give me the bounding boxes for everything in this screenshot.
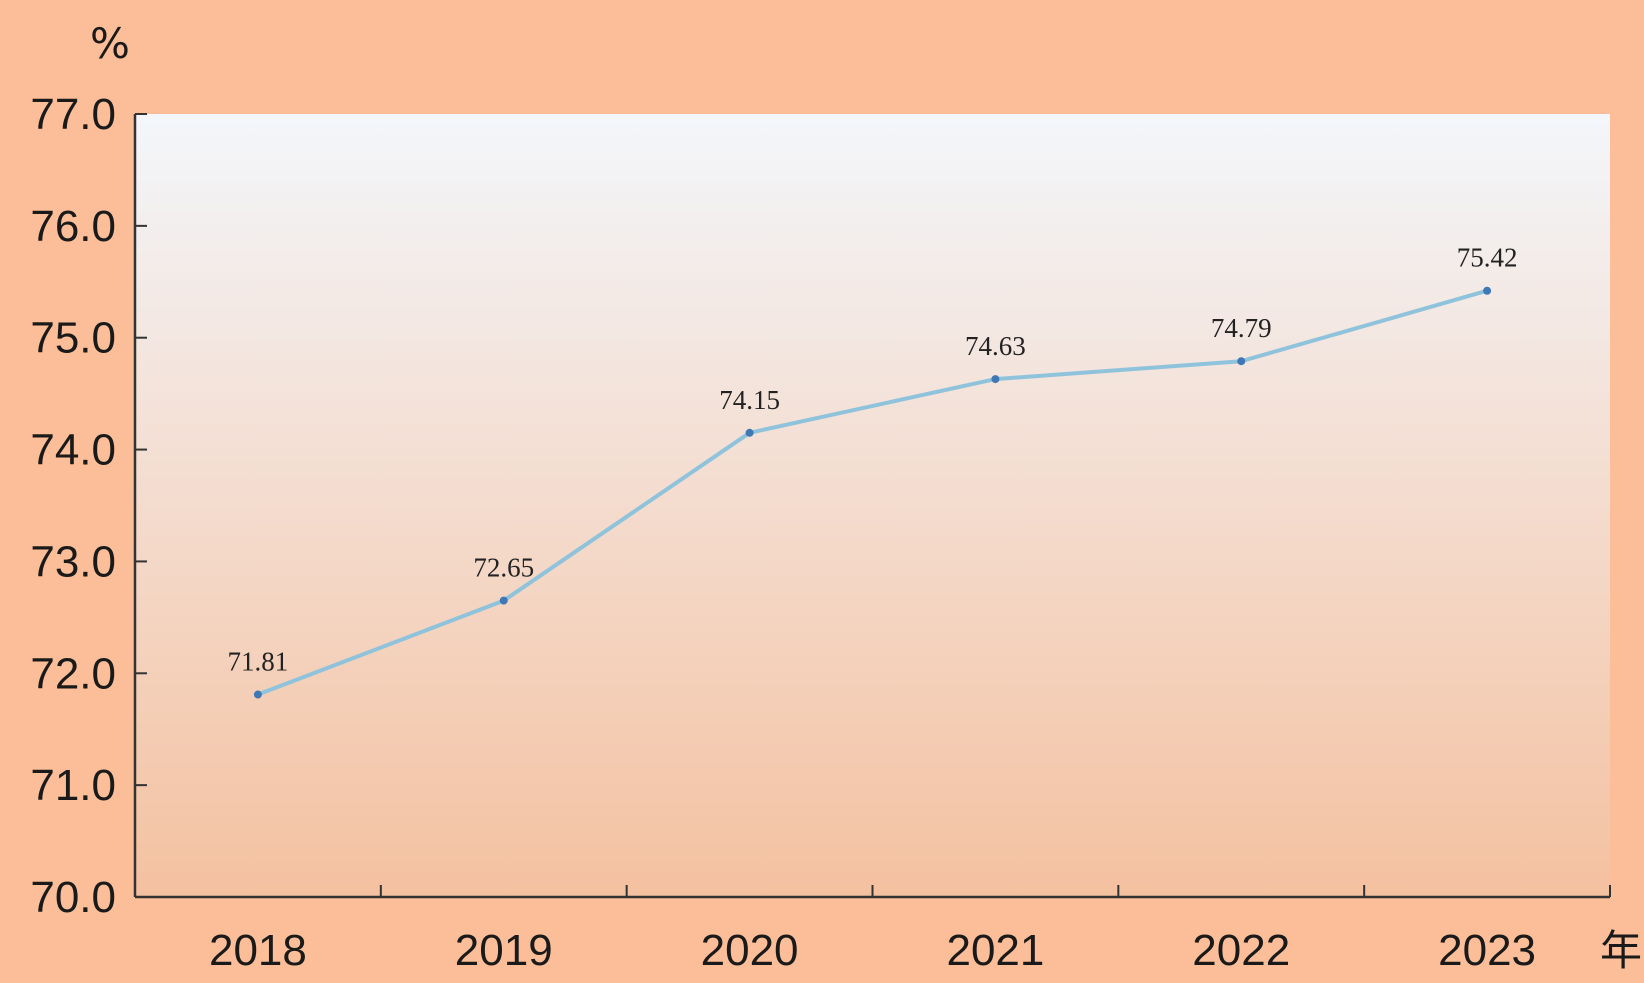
data-label: 75.42 [1457,243,1518,273]
data-label: 74.63 [965,331,1026,361]
data-point [745,428,754,437]
y-tick-label: 72.0 [30,649,116,698]
series-line [257,288,1488,697]
y-axis-unit-label: % [90,19,130,68]
data-point [253,690,262,699]
x-tick-label: 2019 [455,926,553,975]
data-point [499,596,508,605]
y-tick-label: 73.0 [30,537,116,586]
data-point [991,375,1000,384]
y-tick-label: 77.0 [30,90,116,139]
y-axis: 70.0 71.0 72.0 73.0 74.0 75.0 76.0 77.0 % [30,19,147,922]
plot-area [135,114,1610,897]
data-point [1483,286,1492,295]
y-tick-label: 74.0 [30,426,116,475]
y-tick-label: 71.0 [30,761,116,810]
x-tick-label: 2018 [209,926,307,975]
x-tick-label: 2020 [701,926,799,975]
data-label: 74.15 [719,385,780,415]
data-point [1237,357,1246,366]
y-tick-label: 75.0 [30,314,116,363]
data-label: 74.79 [1211,313,1272,343]
data-label: 72.65 [473,553,534,583]
x-axis-unit-label: 年 [1600,926,1642,975]
x-axis: 2018 2019 2020 2021 2022 2023 年 [135,885,1642,975]
x-tick-label: 2022 [1192,926,1290,975]
x-tick-label: 2021 [946,926,1044,975]
data-label: 71.81 [228,647,289,677]
y-tick-label: 76.0 [30,202,116,251]
x-tick-label: 2023 [1438,926,1536,975]
series-layer: 71.81 72.65 74.15 74.63 74.79 75.42 [228,243,1518,699]
y-tick-label: 70.0 [30,873,116,922]
